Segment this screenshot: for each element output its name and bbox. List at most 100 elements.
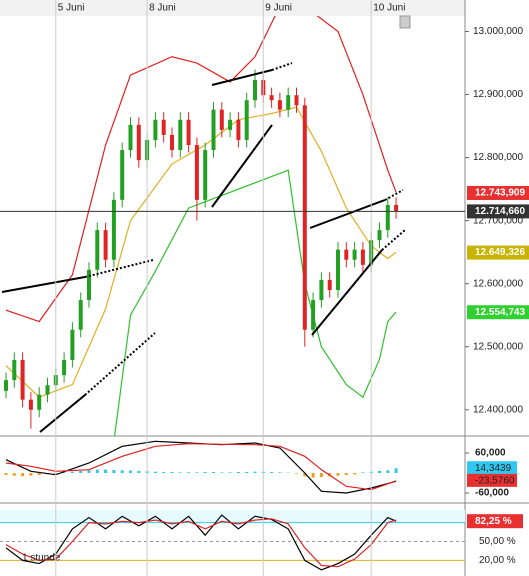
trend-lines — [1, 62, 406, 433]
candle-body — [277, 100, 282, 110]
histogram-bar — [228, 472, 232, 473]
histogram-bar — [353, 473, 357, 475]
stochastic-line — [5, 518, 397, 568]
histogram-bar — [311, 473, 315, 478]
overlay-line — [113, 169, 397, 436]
histogram-bar — [120, 470, 124, 473]
price-tag-label: 12.714,660 — [475, 206, 525, 217]
main-panel — [4, 16, 399, 436]
candle-body — [62, 359, 67, 376]
histogram-bar — [236, 472, 240, 473]
macd-panel: 60,000 -60,000 14,3439-23,5760 — [4, 440, 517, 499]
candle-body — [219, 109, 224, 130]
x-tick-label: 9 Juni — [265, 3, 292, 14]
x-tick-label: 10 Juni — [373, 3, 405, 14]
x-tick-label: 5 Juni — [58, 3, 85, 14]
histogram-bar — [162, 472, 166, 473]
candle-body — [37, 394, 42, 410]
histogram-bar — [79, 471, 83, 473]
candle-body — [319, 279, 324, 301]
candle-body — [394, 204, 399, 212]
price-tag — [467, 305, 529, 320]
candle-body — [311, 300, 316, 330]
y-tick-label: 12.800,000 — [473, 152, 523, 163]
candle-body — [203, 150, 208, 200]
histogram-bar — [386, 470, 390, 473]
candle-body — [103, 230, 108, 260]
panel-label: 1 stunde — [22, 553, 61, 564]
candle-body — [111, 199, 116, 260]
candle-body — [336, 249, 340, 290]
candle-body — [120, 150, 125, 200]
histogram-bar — [37, 473, 41, 475]
histogram-bar — [278, 472, 282, 473]
candle-body — [170, 134, 174, 151]
histogram-bar — [319, 473, 323, 477]
overbought-zone — [0, 510, 465, 523]
y-tick-label: 12.600,000 — [473, 278, 523, 289]
candle-body — [344, 249, 349, 260]
histogram-bar — [137, 471, 141, 473]
price-tag — [467, 245, 529, 260]
candle-body — [45, 385, 50, 395]
histogram-bar — [253, 471, 257, 473]
histogram-bar — [70, 471, 74, 473]
macd-line — [5, 443, 397, 491]
y-tick-label: 12.900,000 — [473, 89, 523, 100]
price-tag-label: 12.743,909 — [475, 188, 525, 199]
candle-body — [360, 249, 365, 265]
histogram-bar — [153, 471, 157, 473]
candle-body — [20, 359, 25, 400]
y-tick-label: 20,00 % — [479, 555, 516, 566]
candle-body — [12, 359, 17, 381]
value-tag-label: -23,5760 — [475, 475, 515, 486]
histogram-bar — [195, 472, 199, 473]
candle-body — [352, 249, 357, 260]
histogram-bar — [295, 473, 298, 474]
histogram-bar — [245, 472, 249, 473]
histogram-bar — [203, 472, 207, 473]
candle-body — [178, 119, 183, 151]
y-tick-label: 12.500,000 — [473, 341, 523, 352]
histogram-bar — [4, 473, 8, 475]
x-tick-label: 8 Juni — [149, 3, 176, 14]
candle-body — [194, 145, 199, 200]
icon[interactable] — [399, 15, 411, 29]
value-tag — [467, 473, 517, 487]
histogram-bar — [112, 470, 116, 473]
histogram-bar — [187, 472, 191, 473]
y-tick-label: -60,000 — [475, 488, 509, 499]
stochastic-line — [5, 514, 397, 571]
candle-body — [161, 119, 166, 135]
value-tag — [467, 514, 523, 529]
candle-body — [228, 119, 233, 130]
price-tag — [467, 185, 529, 200]
candle-body — [136, 124, 141, 161]
histogram-bar — [87, 470, 91, 473]
stochastic-panel: 50,00 % 20,00 % 82,25 % — [0, 510, 523, 571]
histogram-bar — [220, 472, 224, 473]
candle-body — [128, 124, 133, 151]
overlay-line — [5, 16, 397, 323]
histogram-bar — [21, 473, 25, 477]
candle-body — [377, 230, 382, 241]
candle-body — [4, 380, 8, 391]
candle-body — [211, 109, 216, 151]
candle-body — [327, 279, 332, 290]
candle-body — [153, 119, 158, 140]
y-tick-label: 12.400,000 — [473, 404, 523, 415]
price-tag-label: 12.649,326 — [475, 247, 525, 258]
y-tick-label: 50,00 % — [479, 536, 516, 547]
histogram-bar — [95, 469, 99, 473]
value-tag-label: 14,3439 — [475, 463, 512, 474]
candle-body — [294, 95, 299, 106]
histogram-bar — [378, 471, 381, 473]
histogram-bar — [62, 472, 66, 473]
histogram-bar — [336, 473, 340, 476]
value-tag-label: 82,25 % — [475, 516, 512, 527]
histogram-bar — [170, 472, 174, 473]
candle-body — [28, 399, 33, 410]
histogram-bar — [344, 473, 348, 475]
histogram-bar — [361, 472, 365, 473]
